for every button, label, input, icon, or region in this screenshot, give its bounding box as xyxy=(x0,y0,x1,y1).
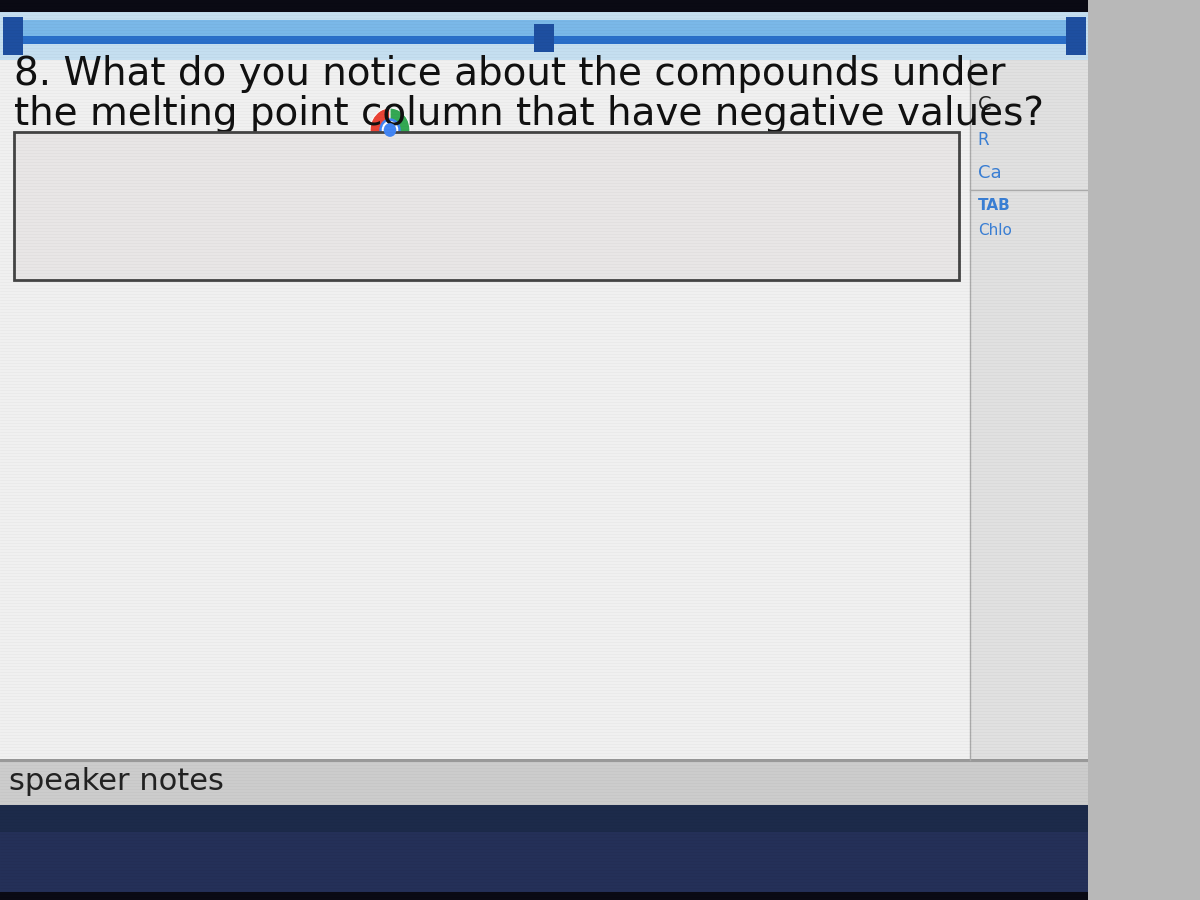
FancyBboxPatch shape xyxy=(0,60,971,760)
FancyBboxPatch shape xyxy=(2,17,23,55)
FancyBboxPatch shape xyxy=(13,132,959,280)
FancyBboxPatch shape xyxy=(0,0,1088,12)
Circle shape xyxy=(384,124,396,136)
FancyBboxPatch shape xyxy=(18,20,1070,36)
Wedge shape xyxy=(390,108,410,141)
Text: the melting point column that have negative values?: the melting point column that have negat… xyxy=(13,95,1044,133)
Circle shape xyxy=(380,119,400,141)
Wedge shape xyxy=(370,108,390,141)
Circle shape xyxy=(383,122,397,139)
Text: speaker notes: speaker notes xyxy=(10,767,224,796)
FancyBboxPatch shape xyxy=(0,759,1088,762)
FancyBboxPatch shape xyxy=(0,892,1088,900)
FancyBboxPatch shape xyxy=(0,0,1088,900)
Text: C: C xyxy=(978,95,991,114)
Text: R: R xyxy=(978,131,989,149)
FancyBboxPatch shape xyxy=(1066,17,1086,55)
Text: TAB: TAB xyxy=(978,198,1010,213)
FancyBboxPatch shape xyxy=(0,832,1088,892)
Wedge shape xyxy=(373,130,407,152)
FancyBboxPatch shape xyxy=(0,0,1088,60)
Text: 8. What do you notice about the compounds under: 8. What do you notice about the compound… xyxy=(13,55,1006,93)
FancyBboxPatch shape xyxy=(18,36,1070,44)
FancyBboxPatch shape xyxy=(534,24,554,52)
FancyBboxPatch shape xyxy=(0,805,1088,900)
Text: Ca: Ca xyxy=(978,164,1001,182)
FancyBboxPatch shape xyxy=(971,60,1088,760)
Text: Chlo: Chlo xyxy=(978,223,1012,238)
FancyBboxPatch shape xyxy=(0,762,1088,805)
